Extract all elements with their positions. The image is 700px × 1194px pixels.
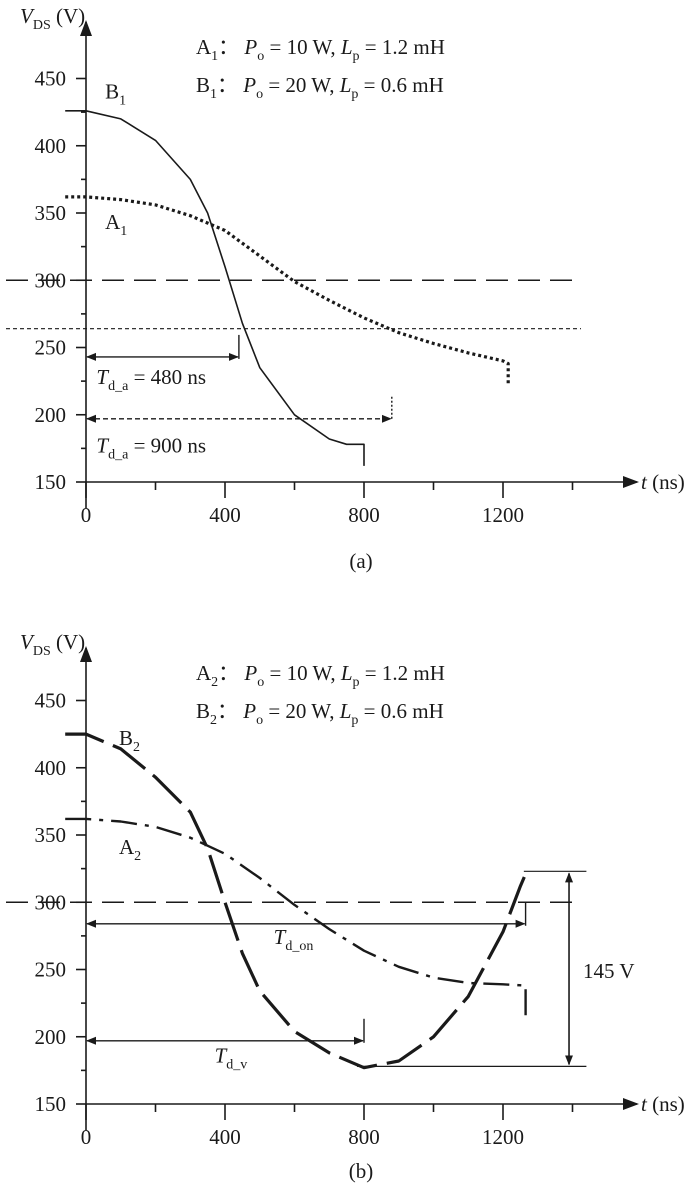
- delay-label: Td_v: [215, 1043, 248, 1072]
- y-tick-label: 450: [35, 689, 67, 713]
- y-tick-label: 350: [35, 201, 67, 225]
- curve-label: B2: [119, 726, 140, 755]
- y-tick-label: 250: [35, 336, 67, 360]
- x-tick-label: 1200: [482, 1125, 524, 1149]
- legend-entry: B1： Po = 20 W, Lp = 0.6 mH: [196, 73, 444, 102]
- y-tick-label: 400: [35, 134, 67, 158]
- y-tick-label: 150: [35, 1092, 67, 1116]
- x-tick-label: 0: [81, 1125, 92, 1149]
- legend-entry: A2： Po = 10 W, Lp = 1.2 mH: [196, 661, 445, 690]
- delay-label: Td_on: [274, 925, 314, 954]
- y-axis-label: VDS (V): [20, 630, 85, 659]
- x-tick-label: 800: [348, 1125, 380, 1149]
- series-line-B2: [65, 732, 529, 1070]
- delay-label: Td_a = 900 ns: [96, 433, 206, 462]
- y-tick-label: 400: [35, 756, 67, 780]
- curve-label: A2: [119, 835, 141, 864]
- panel-label: (b): [349, 1159, 374, 1183]
- amplitude-label: 145 V: [583, 959, 635, 983]
- y-tick-label: 200: [35, 1025, 67, 1049]
- legend-entry: B2： Po = 20 W, Lp = 0.6 mH: [196, 699, 444, 728]
- x-axis-label: t (ns): [641, 1092, 685, 1116]
- panel-label: (a): [349, 549, 372, 573]
- y-axis-label: VDS (V): [20, 4, 85, 33]
- delay-label: Td_a = 480 ns: [96, 365, 206, 394]
- x-tick-label: 400: [209, 1125, 241, 1149]
- y-tick-label: 450: [35, 67, 67, 91]
- series-line-B1: [65, 110, 365, 466]
- series-line-A1: [65, 195, 510, 386]
- y-tick-label: 150: [35, 470, 67, 494]
- x-tick-label: 1200: [482, 503, 524, 527]
- curve-label: A1: [105, 210, 127, 239]
- y-tick-label: 350: [35, 823, 67, 847]
- x-axis-label: t (ns): [641, 470, 685, 494]
- curve-label: B1: [105, 80, 126, 109]
- x-tick-label: 400: [209, 503, 241, 527]
- series-line-A2: [65, 817, 527, 1024]
- x-tick-label: 800: [348, 503, 380, 527]
- x-tick-label: 0: [81, 503, 92, 527]
- legend-entry: A1： Po = 10 W, Lp = 1.2 mH: [196, 35, 445, 64]
- y-tick-label: 200: [35, 403, 67, 427]
- y-tick-label: 250: [35, 958, 67, 982]
